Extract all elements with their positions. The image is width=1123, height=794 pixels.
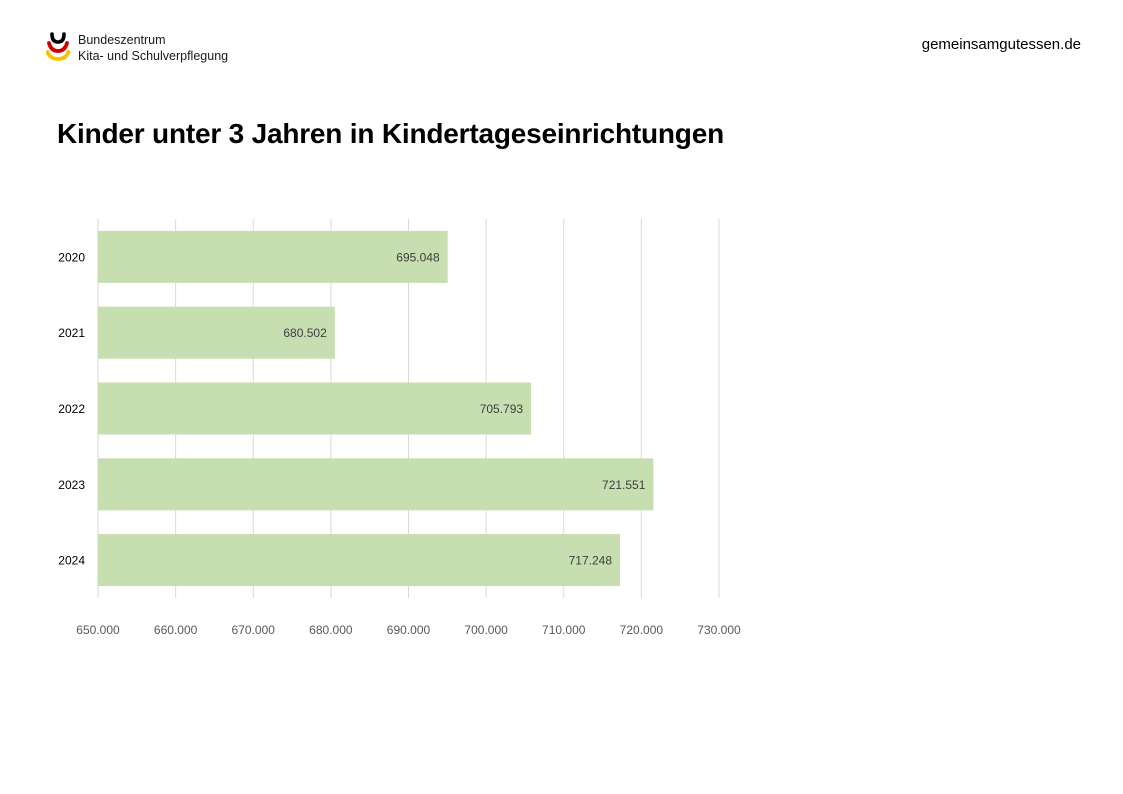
x-tick-label: 650.000	[76, 623, 120, 637]
x-tick-label: 720.000	[620, 623, 664, 637]
x-tick-label: 690.000	[387, 623, 431, 637]
x-tick-label: 680.000	[309, 623, 353, 637]
y-tick-label: 2023	[58, 478, 85, 492]
logo: Bundeszentrum Kita- und Schulverpflegung	[46, 31, 246, 65]
bar	[98, 382, 532, 435]
y-tick-label: 2022	[58, 402, 85, 416]
data-label: 717.248	[569, 554, 613, 568]
data-label: 705.793	[480, 402, 524, 416]
data-label: 680.502	[283, 326, 327, 340]
data-label: 721.551	[602, 478, 646, 492]
y-tick-label: 2024	[58, 554, 85, 568]
chart-title: Kinder unter 3 Jahren in Kindertageseinr…	[57, 118, 724, 149]
y-tick-label: 2021	[58, 326, 85, 340]
bar	[98, 458, 654, 511]
logo-line-1: Bundeszentrum	[78, 33, 166, 47]
data-label: 695.048	[396, 250, 440, 264]
x-tick-label: 700.000	[464, 623, 508, 637]
logo-line-2: Kita- und Schulverpflegung	[78, 49, 229, 63]
website-link[interactable]: gemeinsamgutessen.de	[921, 36, 1081, 53]
x-tick-label: 670.000	[232, 623, 276, 637]
bar	[98, 534, 621, 587]
x-tick-label: 710.000	[542, 623, 586, 637]
bar	[98, 306, 335, 359]
logo-mark-icon	[46, 32, 71, 61]
bar	[98, 230, 448, 283]
x-tick-label: 730.000	[697, 623, 741, 637]
logo-text: Bundeszentrum Kita- und Schulverpflegung	[78, 32, 228, 64]
y-tick-label: 2020	[58, 250, 85, 264]
x-tick-label: 660.000	[154, 623, 198, 637]
